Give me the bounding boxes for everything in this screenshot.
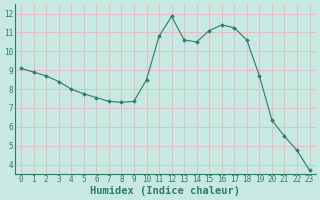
X-axis label: Humidex (Indice chaleur): Humidex (Indice chaleur): [90, 186, 240, 196]
